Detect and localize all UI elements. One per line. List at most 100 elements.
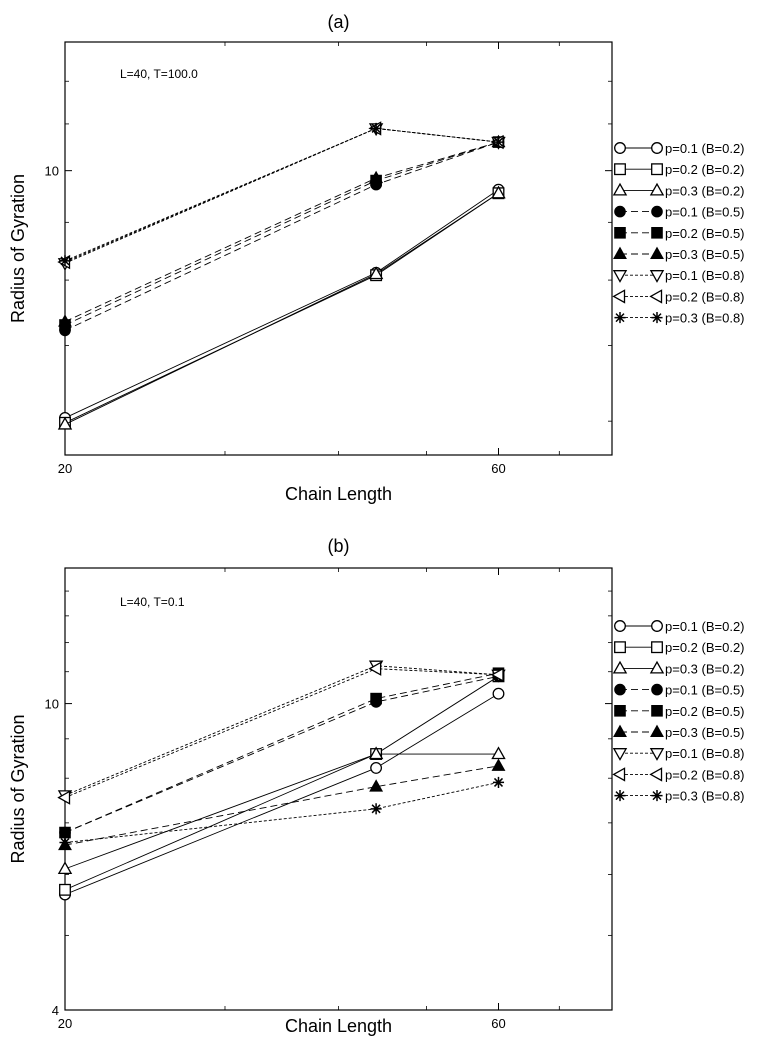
series-p-0-2-b-0-2-: [59, 670, 505, 896]
legend-marker: [649, 289, 663, 304]
plot-annotation: L=40, T=0.1: [120, 595, 185, 609]
legend-marker: [612, 748, 628, 761]
y-tick-label: 10: [45, 164, 59, 179]
chart-title: (b): [328, 536, 350, 556]
series-p-0-1-b-0-8-: [57, 660, 506, 804]
data-point: [59, 255, 71, 267]
legend-marker: [650, 724, 664, 738]
legend-marker: [651, 205, 663, 218]
series-p-0-3-b-0-5-: [58, 758, 506, 851]
legend-marker: [650, 246, 664, 260]
y-axis-label: Radius of Gyration: [8, 714, 28, 863]
series-p-0-1-b-0-2-: [59, 183, 505, 424]
legend-marker: [651, 227, 663, 239]
series-p-0-3-b-0-8-: [59, 122, 505, 267]
legend-marker: [651, 620, 663, 632]
legend-marker: [614, 312, 626, 324]
legend-marker: [649, 182, 665, 196]
legend-label: p=0.2 (B=0.2): [665, 640, 745, 655]
series-p-0-3-b-0-8-: [59, 776, 505, 849]
legend-label: p=0.2 (B=0.8): [665, 767, 745, 782]
data-point: [57, 416, 73, 430]
data-point: [370, 692, 382, 705]
legend-marker: [614, 705, 626, 717]
data-point: [57, 790, 71, 805]
plot-annotation: L=40, T=100.0: [120, 67, 198, 81]
legend-marker: [612, 182, 628, 196]
series-line: [64, 192, 499, 425]
data-point: [59, 826, 71, 839]
x-tick-label: 20: [58, 461, 72, 476]
legend-marker: [651, 790, 663, 802]
data-point: [368, 266, 384, 280]
plot-frame: [64, 567, 613, 1011]
series-p-0-2-b-0-8-: [57, 661, 504, 805]
data-point: [492, 687, 505, 700]
series-line: [64, 765, 499, 846]
chart-panel-b: (b) 20 60 4 10 Chain Length Radius of Gyration…: [8, 536, 745, 1036]
legend-label: p=0.1 (B=0.2): [665, 141, 745, 156]
legend-label: p=0.3 (B=0.5): [665, 725, 745, 740]
legend-marker: [649, 767, 663, 782]
series-p-0-2-b-0-5-: [59, 667, 505, 839]
legend-marker: [613, 724, 627, 738]
data-point: [370, 803, 382, 815]
legend-marker: [612, 270, 628, 283]
series-line: [64, 189, 499, 419]
data-point: [491, 758, 506, 771]
y-axis-label: Radius of Gyration: [8, 174, 28, 323]
legend: p=0.1 (B=0.2) p=0.2 (B=0.2) p=0.3 (B=0.2) p…: [612, 141, 745, 326]
legend-marker: [651, 142, 663, 154]
legend-marker: [612, 660, 628, 674]
series-p-0-1-b-0-8-: [57, 123, 506, 271]
data-point: [492, 136, 505, 148]
legend-label: p=0.1 (B=0.5): [665, 683, 745, 698]
legend-marker: [614, 641, 626, 654]
legend-marker: [649, 748, 665, 761]
series-line: [64, 675, 499, 833]
data-point: [491, 746, 506, 760]
x-axis-label: Chain Length: [285, 484, 392, 504]
data-point: [490, 667, 504, 682]
data-point: [491, 185, 506, 199]
series-line: [64, 192, 499, 424]
series-line: [64, 693, 499, 895]
legend-label: p=0.2 (B=0.5): [665, 704, 745, 719]
series-line: [64, 672, 499, 833]
data-point: [370, 761, 383, 774]
legend-label: p=0.3 (B=0.5): [665, 247, 745, 262]
legend-marker: [614, 620, 626, 632]
chart-title: (a): [328, 12, 350, 32]
series-line: [64, 781, 499, 843]
legend-marker: [614, 790, 626, 802]
legend-marker: [651, 163, 663, 176]
data-point: [57, 861, 73, 875]
series-line: [64, 753, 499, 870]
legend-label: p=0.3 (B=0.2): [665, 183, 745, 198]
series-p-0-3-b-0-2-: [57, 746, 506, 875]
legend-label: p=0.1 (B=0.8): [665, 746, 745, 761]
series-line: [64, 675, 499, 891]
series-p-0-1-b-0-2-: [59, 687, 505, 901]
legend-marker: [651, 641, 663, 654]
chart-panel-a: (a) 20 60 10 Chain Length Radius of Gyration L…: [8, 12, 745, 504]
data-point: [369, 779, 384, 792]
x-tick-label: 60: [491, 461, 505, 476]
legend-label: p=0.2 (B=0.5): [665, 226, 745, 241]
plot-frame: [64, 41, 613, 456]
legend-label: p=0.1 (B=0.5): [665, 205, 745, 220]
legend-marker: [651, 312, 663, 324]
data-point: [59, 883, 71, 896]
data-point: [368, 661, 382, 676]
legend-label: p=0.3 (B=0.8): [665, 311, 745, 326]
legend-marker: [614, 683, 626, 696]
legend-label: p=0.2 (B=0.8): [665, 289, 745, 304]
series-p-0-2-b-0-8-: [57, 121, 504, 270]
y-tick-label: 4: [52, 1003, 59, 1018]
legend-marker: [612, 767, 626, 782]
data-point: [58, 314, 72, 327]
legend-label: p=0.1 (B=0.2): [665, 619, 745, 634]
legend-marker: [614, 205, 626, 218]
legend-label: p=0.1 (B=0.8): [665, 268, 745, 283]
